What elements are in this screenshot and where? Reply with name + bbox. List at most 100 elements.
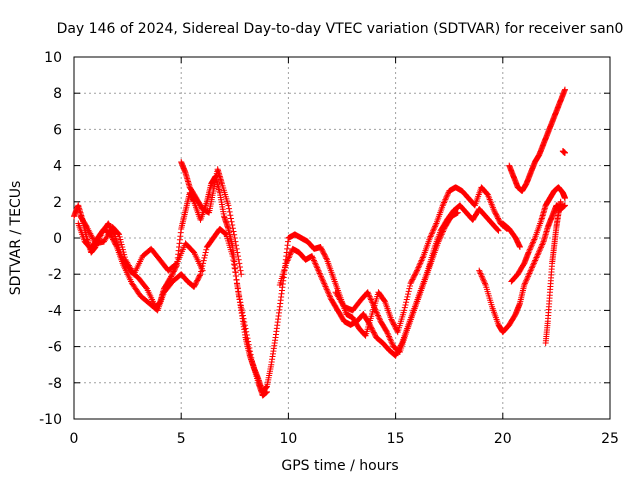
data-point <box>365 290 372 297</box>
data-point <box>108 233 115 240</box>
data-point <box>496 217 503 224</box>
data-point <box>528 266 535 273</box>
data-point <box>237 267 244 274</box>
data-point <box>121 251 128 258</box>
data-point <box>529 263 536 270</box>
data-point <box>431 224 438 231</box>
data-point <box>376 315 383 322</box>
data-point <box>309 254 316 261</box>
data-point <box>192 281 199 288</box>
data-point <box>168 273 175 280</box>
data-point <box>432 223 439 230</box>
data-point <box>414 267 421 274</box>
data-point <box>286 253 293 260</box>
data-point <box>528 264 535 271</box>
data-point <box>419 255 426 262</box>
data-point <box>317 271 324 278</box>
data-point <box>314 264 321 271</box>
data-point <box>530 237 537 244</box>
data-point <box>444 190 451 197</box>
data-point <box>321 282 328 289</box>
data-point <box>403 299 410 306</box>
data-point <box>525 271 532 278</box>
data-point <box>238 305 245 312</box>
y-tick-label: -6 <box>48 340 62 356</box>
data-point <box>442 196 449 203</box>
data-point <box>230 261 237 268</box>
data-point <box>193 278 200 285</box>
data-point <box>323 284 330 291</box>
data-point <box>495 227 502 234</box>
data-point <box>526 246 533 253</box>
data-point <box>194 276 201 283</box>
data-point <box>195 275 202 282</box>
data-point <box>321 280 328 287</box>
data-point <box>366 321 373 328</box>
data-point <box>410 273 417 280</box>
data-point <box>408 278 415 285</box>
x-tick-label: 0 <box>70 431 79 447</box>
data-point <box>235 288 242 295</box>
data-point <box>241 318 248 325</box>
data-point <box>236 260 243 267</box>
y-tick-label: 10 <box>44 50 62 66</box>
data-point <box>169 271 176 278</box>
data-point <box>369 300 376 307</box>
data-point <box>221 230 228 237</box>
data-point <box>441 198 448 205</box>
data-point <box>408 277 415 284</box>
data-point <box>320 249 327 256</box>
data-point <box>441 225 448 232</box>
x-tick-label: 20 <box>494 431 512 447</box>
data-point <box>318 274 325 281</box>
data-point <box>236 292 243 299</box>
data-point <box>322 252 329 259</box>
data-point <box>314 266 321 273</box>
data-point <box>241 322 248 329</box>
data-point <box>526 248 533 255</box>
data-point <box>390 320 397 327</box>
data-point <box>528 242 535 249</box>
x-axis-ticks: 0 5 10 15 20 25 <box>70 57 619 447</box>
x-tick-label: 25 <box>601 431 619 447</box>
data-point <box>327 295 334 302</box>
data-point <box>530 239 537 246</box>
y-tick-label: -4 <box>48 303 62 319</box>
data-point <box>561 195 568 202</box>
data-point <box>240 315 247 322</box>
data-point <box>287 250 294 257</box>
data-point <box>435 238 442 245</box>
data-point <box>361 332 368 339</box>
data-point <box>318 246 325 253</box>
data-point <box>393 351 400 358</box>
data-point <box>477 270 484 277</box>
data-point <box>494 227 501 234</box>
data-point <box>439 229 446 236</box>
data-point <box>242 325 249 332</box>
data-point <box>318 245 325 252</box>
y-tick-label: -8 <box>48 376 62 392</box>
y-tick-label: 6 <box>53 122 62 138</box>
data-point <box>536 248 543 255</box>
data-point <box>480 276 487 283</box>
data-point <box>405 291 412 298</box>
data-point <box>325 290 332 297</box>
data-point <box>430 226 437 233</box>
data-point <box>113 242 120 249</box>
data-point <box>539 241 546 248</box>
data-point <box>367 295 374 302</box>
data-point <box>527 269 534 276</box>
data-point <box>385 333 392 340</box>
x-tick-label: 5 <box>177 431 186 447</box>
data-point <box>389 340 396 347</box>
data-point <box>406 285 413 292</box>
data-point <box>366 292 373 299</box>
data-point <box>167 274 174 281</box>
y-axis-label: SDTVAR / TECUs <box>8 181 24 296</box>
data-point <box>430 227 437 234</box>
data-point <box>523 277 530 284</box>
data-point <box>120 249 127 256</box>
data-point <box>392 324 399 331</box>
data-point <box>369 326 376 333</box>
